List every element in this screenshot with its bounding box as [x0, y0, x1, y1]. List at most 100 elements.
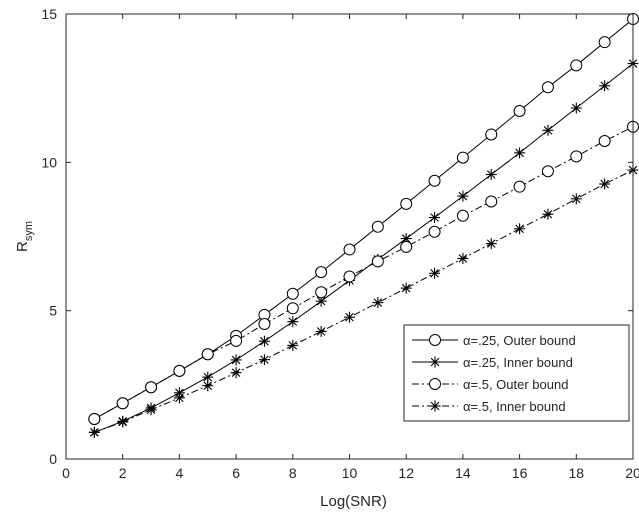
- data-point: [598, 134, 611, 147]
- asterisk-stroke: [458, 191, 468, 201]
- asterisk-stroke: [146, 405, 156, 415]
- data-point: [258, 318, 271, 331]
- data-point: [457, 190, 469, 202]
- x-tick-label: 6: [232, 465, 240, 481]
- series-line: [94, 63, 634, 433]
- data-point: [315, 325, 327, 337]
- x-tick-label: 4: [176, 465, 184, 481]
- data-point: [485, 195, 498, 208]
- legend-marker: [429, 400, 441, 412]
- asterisk-stroke: [316, 327, 326, 336]
- data-point: [286, 287, 299, 300]
- data-point: [485, 168, 497, 180]
- data-point: [344, 311, 355, 323]
- data-point: [145, 381, 158, 394]
- x-tick-label: 18: [569, 465, 585, 481]
- asterisk-stroke: [543, 209, 553, 219]
- asterisk-stroke: [486, 170, 496, 179]
- asterisk-stroke: [486, 239, 496, 248]
- data-point: [201, 348, 214, 361]
- plot-area: [66, 13, 639, 459]
- data-point: [173, 364, 186, 377]
- asterisk-stroke: [600, 81, 609, 91]
- asterisk-stroke: [401, 234, 411, 243]
- data-point: [202, 380, 214, 392]
- data-point: [456, 209, 469, 222]
- data-point: [428, 225, 441, 238]
- data-point: [429, 267, 441, 279]
- data-point: [598, 36, 611, 49]
- y-axis-label: Rsym: [14, 221, 35, 252]
- y-axis-label-subscript: sym: [23, 221, 35, 241]
- asterisk-stroke: [600, 179, 609, 189]
- data-point: [570, 193, 582, 205]
- asterisk-stroke: [288, 341, 298, 350]
- legend-label-text: =.5, Inner bound: [471, 399, 566, 414]
- asterisk-stroke: [203, 372, 213, 382]
- asterisk-stroke: [288, 317, 298, 326]
- legend-item-2: α=.25, Inner bound: [412, 355, 573, 370]
- asterisk-stroke: [118, 417, 127, 427]
- legend-label: α=.25, Inner bound: [463, 355, 573, 370]
- data-point: [230, 354, 242, 366]
- y-tick-label: 15: [41, 6, 57, 22]
- legend-label-text: =.5, Outer bound: [471, 377, 569, 392]
- series-4: [88, 164, 639, 438]
- data-point: [599, 80, 611, 92]
- data-point: [315, 286, 328, 299]
- x-tick-label: 10: [342, 465, 358, 481]
- asterisk-stroke: [373, 298, 383, 307]
- data-point: [287, 316, 299, 328]
- asterisk-stroke: [572, 194, 581, 204]
- data-point: [514, 147, 526, 159]
- asterisk-stroke: [203, 381, 213, 391]
- legend-item-4: α=.5, Inner bound: [412, 399, 566, 414]
- asterisk-stroke: [401, 283, 411, 293]
- data-point: [599, 178, 611, 190]
- asterisk-stroke: [260, 355, 269, 364]
- data-point: [570, 59, 583, 72]
- data-point: [542, 124, 554, 136]
- asterisk-stroke: [345, 312, 354, 322]
- asterisk-stroke: [90, 428, 99, 437]
- asterisk-stroke: [572, 103, 581, 113]
- data-point: [173, 392, 185, 404]
- data-point: [230, 367, 242, 379]
- y-tick-label: 0: [49, 451, 57, 467]
- asterisk-stroke: [543, 126, 553, 135]
- data-point: [400, 197, 413, 210]
- data-point: [456, 151, 469, 164]
- data-point: [343, 270, 356, 283]
- legend-label: α=.25, Outer bound: [463, 333, 576, 348]
- asterisk-stroke: [430, 268, 439, 278]
- legend-label-text: =.25, Outer bound: [471, 333, 576, 348]
- data-point: [371, 220, 384, 233]
- asterisk-stroke: [515, 148, 524, 158]
- data-point: [541, 165, 554, 178]
- y-axis-label-base: R: [14, 241, 31, 252]
- axes: 0 2 4 6 8 10 12 14 16 18 20 0 5 10 15 Log(SNR) Rsym: [14, 6, 639, 510]
- data-point: [258, 354, 270, 366]
- x-tick-label: 12: [398, 465, 414, 481]
- series-3: [88, 120, 639, 425]
- y-tick-label: 5: [49, 303, 57, 319]
- data-point: [230, 334, 243, 347]
- legend-marker: [429, 334, 441, 346]
- series-line: [94, 169, 634, 433]
- asterisk-stroke: [458, 254, 468, 263]
- asterisk-stroke: [430, 401, 440, 411]
- legend-marker: [429, 356, 441, 368]
- data-point: [400, 240, 413, 253]
- x-tick-label: 0: [62, 465, 70, 481]
- legend-label-text: =.25, Inner bound: [471, 355, 573, 370]
- legend-label-symbol: α: [463, 333, 471, 348]
- data-point: [570, 150, 583, 163]
- data-point: [372, 297, 384, 309]
- data-point: [117, 416, 129, 428]
- legend-label-symbol: α: [463, 377, 471, 392]
- x-tick-label: 20: [625, 465, 639, 481]
- x-tick-label: 14: [455, 465, 471, 481]
- data-point: [514, 223, 526, 235]
- asterisk-stroke: [175, 393, 184, 403]
